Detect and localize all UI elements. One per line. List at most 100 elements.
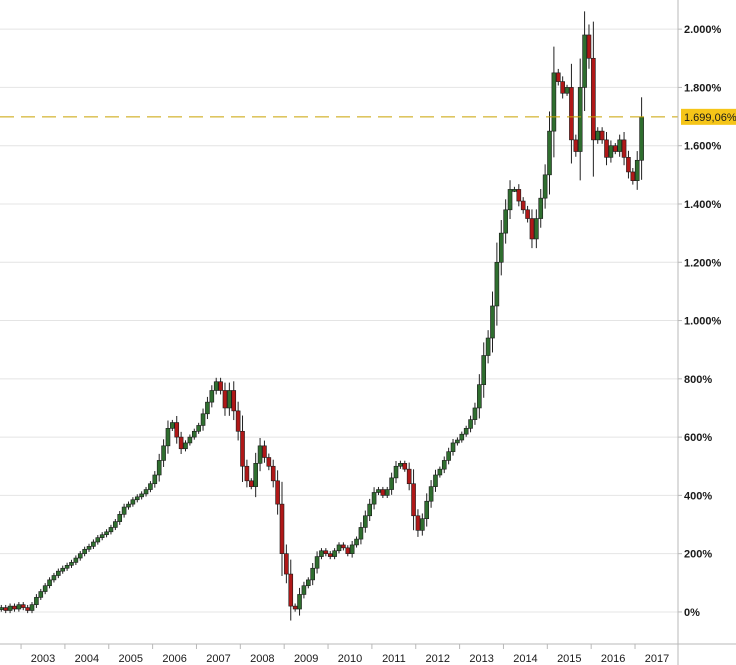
candle-body-up bbox=[446, 451, 451, 461]
x-tick-label: 2004 bbox=[75, 653, 99, 665]
candle-body-down bbox=[288, 573, 294, 607]
candle-body-up bbox=[336, 544, 342, 552]
candle-body-down bbox=[341, 544, 346, 549]
candle-body-up bbox=[639, 116, 644, 161]
candle-body-up bbox=[209, 390, 215, 403]
x-tick-label: 2014 bbox=[513, 653, 537, 665]
candle-body-up bbox=[551, 72, 557, 132]
candle-body-down bbox=[630, 171, 636, 181]
candle-body-down bbox=[12, 605, 17, 610]
x-tick-label: 2017 bbox=[645, 653, 669, 665]
candle-body-down bbox=[586, 34, 592, 59]
candle-body-up bbox=[455, 439, 460, 444]
candle-body-down bbox=[244, 465, 250, 482]
candle-body-up bbox=[472, 407, 478, 420]
candle-body-down bbox=[231, 390, 237, 412]
candle-body-up bbox=[433, 474, 438, 487]
candle-body-down bbox=[327, 553, 333, 557]
candle-body-down bbox=[516, 189, 522, 202]
candle-body-down bbox=[174, 422, 180, 438]
candle-body-down bbox=[20, 604, 26, 608]
candle-body-down bbox=[520, 200, 526, 211]
candle-body-up bbox=[42, 585, 48, 592]
candle-body-up bbox=[384, 489, 390, 496]
y-tick-label: 0% bbox=[684, 607, 700, 619]
y-tick-label: 1.600% bbox=[684, 141, 722, 153]
candle-body-up bbox=[183, 442, 188, 450]
candle-body-up bbox=[82, 548, 87, 554]
candle-body-down bbox=[323, 550, 329, 554]
candle-body-up bbox=[148, 483, 153, 490]
candle-body-up bbox=[538, 197, 544, 219]
candle-body-up bbox=[213, 381, 219, 391]
x-tick-label: 2007 bbox=[206, 653, 230, 665]
candle-body-up bbox=[16, 604, 22, 610]
candle-body-up bbox=[634, 159, 640, 181]
candle-body-down bbox=[248, 480, 254, 487]
candle-body-up bbox=[534, 218, 539, 240]
candle-body-up bbox=[376, 489, 381, 493]
candle-body-up bbox=[371, 492, 377, 505]
candle-body-down bbox=[380, 489, 386, 496]
x-tick-label: 2008 bbox=[250, 653, 274, 665]
reference-value-label: 1.699,06% bbox=[684, 112, 736, 124]
x-tick-label: 2010 bbox=[338, 653, 362, 665]
candle-body-up bbox=[130, 499, 136, 505]
candle-body-down bbox=[406, 468, 412, 485]
candle-body-up bbox=[86, 546, 92, 550]
candle-body-up bbox=[29, 604, 35, 611]
candle-body-down bbox=[604, 139, 609, 158]
candle-body-up bbox=[393, 465, 399, 479]
candle-body-up bbox=[503, 209, 508, 234]
candle-body-down bbox=[402, 463, 408, 470]
candle-body-down bbox=[626, 157, 631, 173]
candle-body-up bbox=[349, 544, 355, 554]
candle-body-up bbox=[156, 460, 162, 476]
candle-body-down bbox=[573, 139, 579, 152]
candle-body-up bbox=[367, 503, 372, 517]
candle-body-up bbox=[104, 531, 109, 536]
candle-body-up bbox=[481, 355, 487, 385]
candle-body-up bbox=[437, 468, 443, 476]
candle-body-down bbox=[555, 72, 561, 82]
candle-body-down bbox=[218, 381, 223, 391]
candle-body-up bbox=[564, 87, 570, 94]
candle-body-down bbox=[240, 430, 245, 467]
candle-body-up bbox=[99, 534, 105, 538]
candle-body-up bbox=[108, 527, 114, 533]
candle-body-up bbox=[582, 34, 587, 88]
x-tick-label: 2012 bbox=[426, 653, 450, 665]
y-tick-label: 1.200% bbox=[684, 257, 722, 269]
candle-body-down bbox=[411, 483, 416, 517]
candle-body-up bbox=[297, 594, 302, 610]
candle-body-down bbox=[560, 81, 565, 94]
candle-body-down bbox=[621, 139, 627, 158]
candle-body-up bbox=[91, 541, 96, 547]
candle-body-down bbox=[284, 553, 289, 575]
candle-body-down bbox=[599, 130, 605, 141]
candle-body-up bbox=[420, 518, 425, 531]
candlestick-series bbox=[0, 11, 644, 621]
candle-body-up bbox=[319, 550, 324, 557]
candle-body-up bbox=[191, 430, 197, 438]
candle-body-up bbox=[34, 597, 39, 605]
reference-value-tag bbox=[681, 108, 736, 125]
candle-body-down bbox=[25, 607, 30, 611]
candle-body-down bbox=[292, 605, 298, 610]
candle-body-up bbox=[595, 130, 601, 141]
candle-body-up bbox=[314, 556, 320, 569]
candle-body-up bbox=[490, 305, 495, 339]
candle-body-down bbox=[262, 445, 267, 458]
x-tick-label: 2016 bbox=[601, 653, 625, 665]
candle-body-up bbox=[126, 503, 131, 508]
candle-body-down bbox=[275, 480, 280, 505]
candle-body-up bbox=[441, 460, 447, 470]
candle-body-up bbox=[152, 474, 158, 485]
candle-body-up bbox=[498, 232, 504, 263]
candle-body-down bbox=[345, 547, 351, 554]
candle-body-up bbox=[77, 553, 83, 559]
candle-body-up bbox=[468, 419, 473, 429]
candle-body-up bbox=[617, 139, 622, 152]
